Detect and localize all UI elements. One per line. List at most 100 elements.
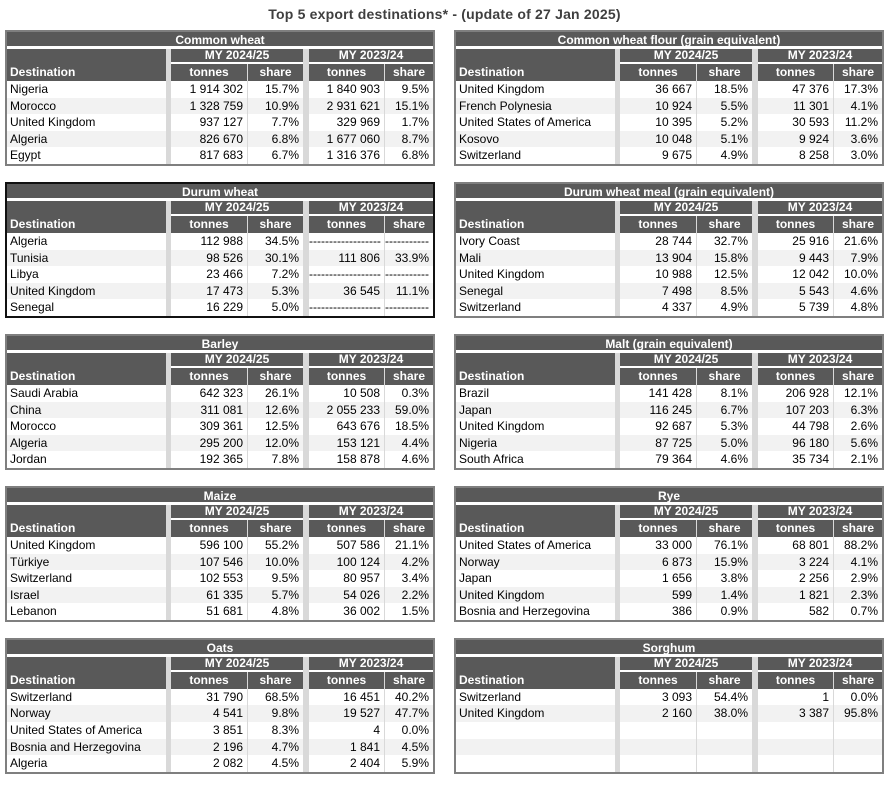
my-2023-24-group-header: MY 2023/24 xyxy=(758,504,882,520)
tonnes-2023-24-cell: 206 928 xyxy=(785,385,829,400)
share-2023-24-cell: ----------- xyxy=(385,233,429,248)
destination-cell: Egypt xyxy=(10,148,41,163)
share-2023-24-cell: 21.1% xyxy=(394,537,429,552)
share-column-header: share xyxy=(834,671,882,689)
share-2024-25-cell: 5.0% xyxy=(271,300,299,315)
column-separator xyxy=(696,367,697,468)
tonnes-column-header: tonnes xyxy=(758,671,833,689)
tonnes-2023-24-cell: ------------------ xyxy=(309,233,381,248)
my-2023-24-group-header: MY 2023/24 xyxy=(309,200,433,216)
tonnes-2024-25-cell: 16 229 xyxy=(206,300,243,315)
my-2024-25-group-header: MY 2024/25 xyxy=(171,352,303,368)
column-gutter xyxy=(615,200,620,316)
tonnes-column-header: tonnes xyxy=(309,64,384,81)
share-2024-25-cell: 12.0% xyxy=(248,434,303,452)
share-2023-24-cell: 11.1% xyxy=(385,282,433,300)
tonnes-column-header: tonnes xyxy=(620,519,696,537)
share-2023-24-cell: 4.2% xyxy=(385,553,433,571)
share-column-header: share xyxy=(834,215,882,233)
table-title: Maize xyxy=(7,487,433,505)
share-2023-24-cell: 33.9% xyxy=(385,249,433,267)
tonnes-2023-24-cell: 47 376 xyxy=(792,82,829,96)
share-2024-25-cell: 4.6% xyxy=(720,452,748,467)
tonnes-2024-25-cell: 17 473 xyxy=(171,282,247,300)
tonnes-2023-24-cell: 36 545 xyxy=(309,282,384,300)
tonnes-2023-24-cell: 100 124 xyxy=(309,553,384,571)
share-2023-24-cell: 3.0% xyxy=(850,148,878,163)
tonnes-2023-24-cell: 2 404 xyxy=(349,756,380,771)
share-2023-24-cell: 59.0% xyxy=(385,401,433,419)
my-2024-25-group-header: MY 2024/25 xyxy=(171,200,303,216)
destination-cell: Mali xyxy=(456,249,615,267)
destination-cell: Japan xyxy=(456,401,615,419)
share-2024-25-cell: 54.4% xyxy=(713,689,748,704)
destination-cell: Türkiye xyxy=(7,553,166,571)
tonnes-2023-24-cell: 1 841 xyxy=(309,738,384,756)
destination-column-header: Destination xyxy=(7,352,166,385)
share-2024-25-cell: 12.5% xyxy=(264,419,299,434)
share-2024-25-cell: 8.3% xyxy=(271,723,299,738)
column-separator xyxy=(247,215,248,316)
share-column-header: share xyxy=(697,519,752,537)
destination-column-header: Destination xyxy=(456,656,615,689)
share-2023-24-cell: 18.5% xyxy=(394,419,429,434)
destination-cell: Senegal xyxy=(10,300,55,315)
tonnes-2023-24-cell: 2 256 xyxy=(798,571,829,586)
table-grid: Destination MY 2024/25 MY 2023/24 tonnes sha… xyxy=(7,200,433,316)
tonnes-2024-25-cell: 51 681 xyxy=(206,604,243,619)
destination-cell: Bosnia and Herzegovina xyxy=(459,604,590,619)
column-separator xyxy=(384,519,385,620)
table-durum-wheat-meal-grain-equivalent: Durum wheat meal (grain equivalent) Dest… xyxy=(454,181,884,318)
share-2024-25-cell xyxy=(697,755,752,772)
tonnes-2024-25-cell: 817 683 xyxy=(199,148,243,163)
share-2023-24-cell: 5.9% xyxy=(401,756,429,771)
my-2024-25-group-header: MY 2024/25 xyxy=(620,352,752,368)
destination-cell: French Polynesia xyxy=(456,97,615,115)
share-2024-25-cell: 10.9% xyxy=(248,97,303,115)
share-2024-25-cell: 4.9% xyxy=(720,148,748,163)
tonnes-2024-25-cell: 6 873 xyxy=(620,553,696,571)
tonnes-2024-25-cell: 642 323 xyxy=(199,385,243,400)
destination-cell xyxy=(456,722,615,739)
share-2023-24-cell: 4.6% xyxy=(401,452,429,467)
tonnes-2023-24-cell: 158 878 xyxy=(336,452,380,467)
tonnes-2024-25-cell: 92 687 xyxy=(655,419,692,434)
share-2023-24-cell: 6.3% xyxy=(834,401,882,419)
table-title: Common wheat xyxy=(7,32,433,49)
tonnes-2023-24-cell: 44 798 xyxy=(792,419,829,434)
table-title: Rye xyxy=(456,487,882,505)
share-2023-24-cell: 2.1% xyxy=(850,452,878,467)
table-title: Sorghum xyxy=(456,639,882,657)
share-2024-25-cell: 0.9% xyxy=(720,604,748,619)
destination-cell: United Kingdom xyxy=(459,267,545,282)
tonnes-2024-25-cell: 3 093 xyxy=(661,689,692,704)
my-2024-25-group-header: MY 2024/25 xyxy=(171,504,303,520)
table-rye: Rye Destination MY 2024/25 MY 2023/24 tonne… xyxy=(454,485,884,622)
tonnes-2023-24-cell: 25 916 xyxy=(792,233,829,248)
tonnes-2024-25-cell: 13 904 xyxy=(620,249,696,267)
share-2024-25-cell: 4.9% xyxy=(720,300,748,315)
column-gutter xyxy=(615,504,620,620)
tonnes-2024-25-cell: 1 914 302 xyxy=(189,82,243,96)
column-separator xyxy=(696,64,697,164)
destination-cell: Japan xyxy=(459,571,492,586)
tonnes-2023-24-cell xyxy=(758,722,833,739)
tonnes-column-header: tonnes xyxy=(758,367,833,385)
share-2024-25-cell: 12.5% xyxy=(713,267,748,282)
share-2023-24-cell: 88.2% xyxy=(843,537,878,552)
share-2023-24-cell: 5.6% xyxy=(834,434,882,452)
share-2024-25-cell: 5.2% xyxy=(720,115,748,130)
my-2023-24-group-header: MY 2023/24 xyxy=(309,49,433,64)
share-2023-24-cell xyxy=(834,722,882,739)
destination-cell: China xyxy=(7,401,166,419)
share-2024-25-cell: 8.5% xyxy=(697,282,752,300)
column-separator xyxy=(833,671,834,772)
tonnes-2024-25-cell: 4 541 xyxy=(171,705,247,723)
column-gutter xyxy=(166,656,171,772)
tonnes-2024-25-cell: 31 790 xyxy=(206,689,243,704)
tonnes-2023-24-cell: 507 586 xyxy=(336,537,380,552)
destination-cell: United States of America xyxy=(10,723,143,738)
destination-cell xyxy=(456,755,615,772)
share-2023-24-cell: 4.6% xyxy=(834,282,882,300)
